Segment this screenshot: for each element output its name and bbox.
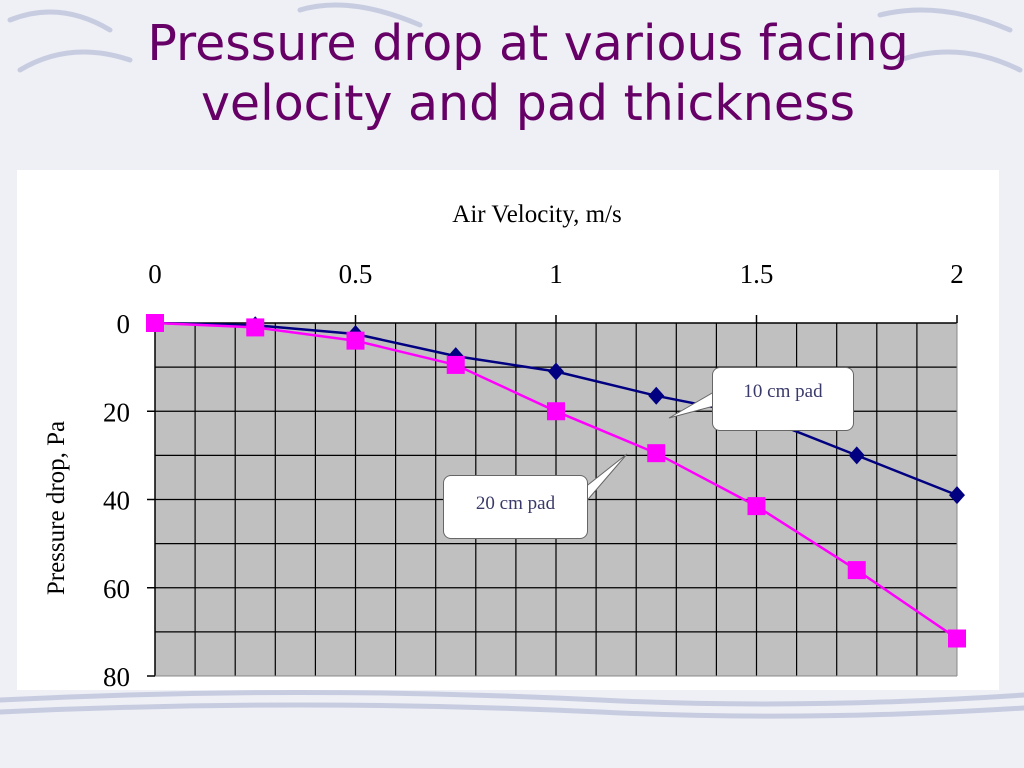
x-tick-label: 1.5 xyxy=(740,259,774,289)
y-tick-label: 40 xyxy=(103,486,130,516)
x-tick-label: 1 xyxy=(549,259,563,289)
y-tick-label: 0 xyxy=(117,309,131,339)
data-point-20cm xyxy=(547,402,565,421)
data-point-20cm xyxy=(847,561,866,580)
data-point-20cm xyxy=(346,331,365,350)
y-tick-label: 80 xyxy=(103,662,130,690)
x-axis-title: Air Velocity, m/s xyxy=(452,201,621,228)
data-point-10cm xyxy=(648,386,665,405)
data-point-20cm xyxy=(246,318,265,337)
y-tick-label: 60 xyxy=(103,574,130,604)
x-tick-label: 2 xyxy=(950,259,964,289)
data-point-10cm xyxy=(548,362,564,381)
data-point-20cm xyxy=(948,629,966,648)
slide-title: Pressure drop at various facing velocity… xyxy=(0,14,1024,134)
callout-20cm-pad: 20 cm pad xyxy=(443,475,588,539)
axes xyxy=(147,315,958,677)
slide-title-line-1: Pressure drop at various facing xyxy=(147,15,909,72)
callout-10cm-pad: 10 cm pad xyxy=(712,367,854,431)
data-point-20cm xyxy=(146,314,164,332)
chart-panel: 0 0.5 1 1.5 2 0 20 40 60 80 Air Velocity, m/s Pre… xyxy=(17,170,999,690)
x-tick-label: 0 xyxy=(148,259,162,289)
data-point-20cm xyxy=(747,497,766,516)
series-group xyxy=(146,314,966,648)
data-point-10cm xyxy=(848,446,865,465)
data-point-20cm xyxy=(647,444,666,463)
data-point-10cm xyxy=(949,486,965,505)
x-tick-label: 0.5 xyxy=(339,259,373,289)
y-axis-title: Pressure drop, Pa xyxy=(43,421,70,595)
data-point-20cm xyxy=(446,355,465,374)
slide-title-line-2: velocity and pad thickness xyxy=(200,75,856,132)
y-tick-label: 20 xyxy=(103,397,130,427)
